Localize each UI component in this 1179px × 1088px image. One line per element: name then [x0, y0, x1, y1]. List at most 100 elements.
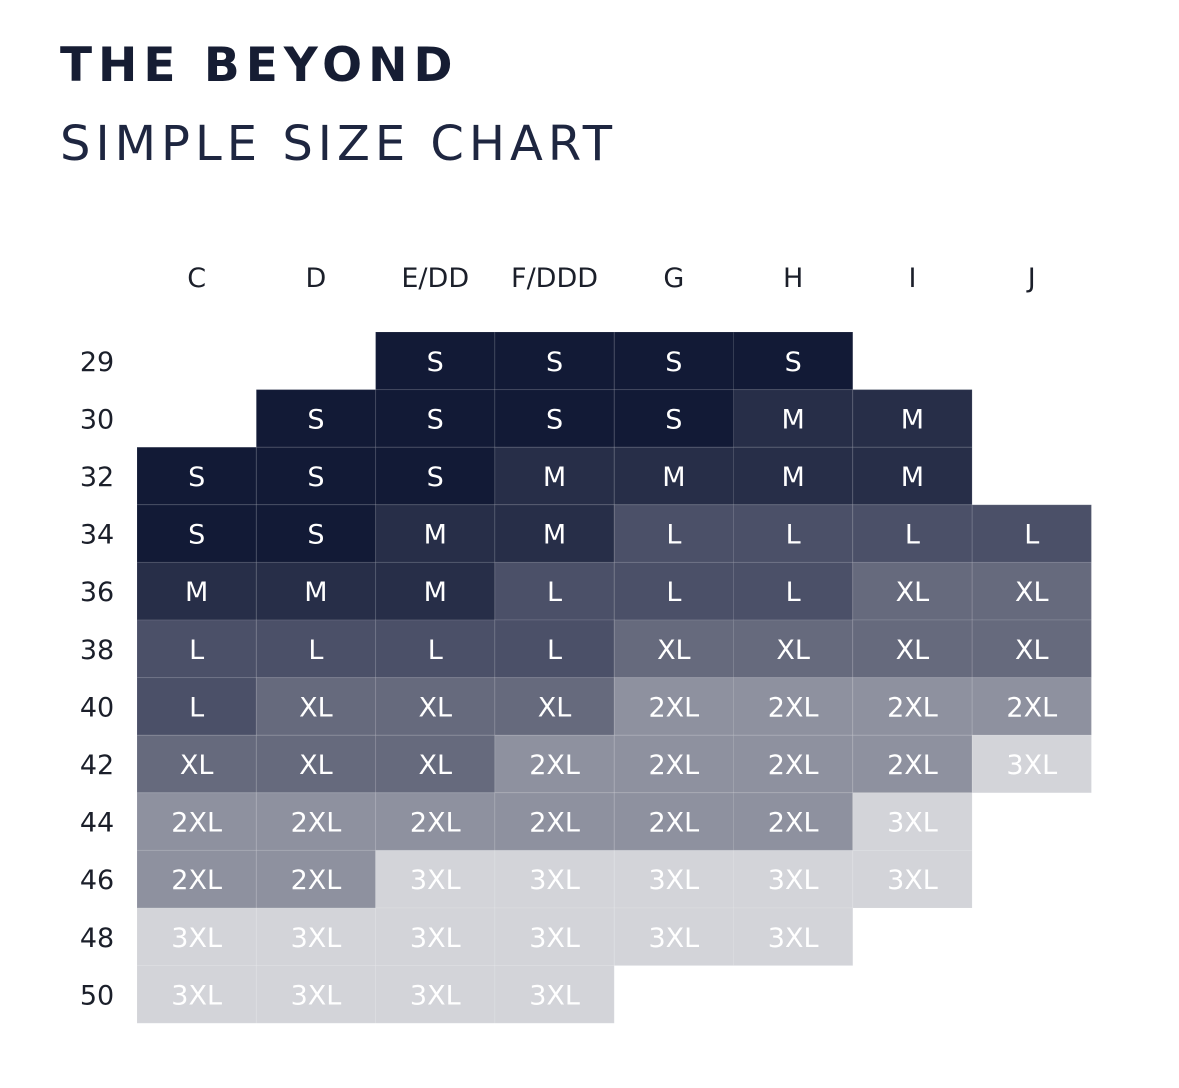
size-grid: S S S SS S S S M MS S S M M M MS S M M L L L LM M M L L L XL XLL L L L X… [136, 331, 1092, 1024]
size-cell-label: 2XL [171, 865, 222, 896]
size-cell-label: XL [299, 750, 333, 781]
size-cell-42-f-ddd [494, 734, 615, 794]
size-cell-32-f-ddd [494, 446, 615, 506]
size-cell-label: M [543, 520, 566, 551]
size-cell-label: S [188, 462, 205, 493]
size-cell-42-g [613, 734, 735, 794]
size-cell-label: 2XL [648, 808, 699, 839]
size-cell-42-h [733, 734, 854, 794]
size-cell-label: M [424, 577, 447, 608]
size-cell-label: S [188, 520, 205, 551]
row-label-48: 48 [80, 923, 114, 954]
size-cell-label: S [665, 347, 682, 378]
row-label-29: 29 [80, 347, 114, 378]
size-cell-36-c [136, 561, 257, 621]
size-cell-label: 2XL [887, 750, 938, 781]
size-cell-label: 3XL [410, 923, 461, 954]
size-cell-label: 2XL [1006, 692, 1057, 723]
size-cell-48-f-ddd [494, 907, 615, 967]
size-cell-32-c [136, 446, 257, 506]
size-cell-label: S [427, 462, 444, 493]
row-label-50: 50 [80, 980, 114, 1011]
size-cell-label: XL [1015, 635, 1049, 666]
size-cell-34-f-ddd [494, 504, 615, 563]
size-cell-50-e-dd [375, 965, 496, 1024]
size-cell-46-f-ddd [494, 849, 615, 909]
column-label-h: H [783, 263, 803, 294]
size-cell-label: 3XL [1006, 750, 1057, 781]
size-cell-label: M [901, 462, 924, 493]
size-cell-30-d [255, 389, 377, 448]
size-cell-38-j [971, 619, 1092, 679]
row-label-46: 46 [80, 865, 114, 896]
size-cell-label: L [308, 635, 323, 666]
size-cell-36-g [613, 561, 735, 621]
size-cell-40-h [733, 677, 854, 736]
size-cell-label: L [428, 635, 443, 666]
size-cell-30-f-ddd [494, 389, 615, 448]
size-cell-label: 3XL [768, 865, 819, 896]
size-cell-label: 3XL [529, 865, 580, 896]
size-cell-46-i [852, 849, 973, 909]
brand-title: THE BEYOND [60, 38, 459, 93]
size-cell-label: L [786, 577, 801, 608]
size-cell-label: XL [776, 635, 810, 666]
size-cell-44-e-dd [375, 792, 496, 851]
size-cell-34-h [733, 504, 854, 563]
size-cell-label: 2XL [410, 808, 461, 839]
column-label-d: D [306, 263, 327, 294]
size-cell-42-c [136, 734, 257, 794]
column-label-j: J [1026, 263, 1036, 294]
size-cell-label: 2XL [291, 865, 342, 896]
size-cell-36-d [255, 561, 377, 621]
size-cell-34-c [136, 504, 257, 563]
size-cell-label: L [547, 577, 562, 608]
size-cell-42-j [971, 734, 1092, 794]
size-cell-44-h [733, 792, 854, 851]
size-cell-label: XL [1015, 577, 1049, 608]
size-cell-label: XL [896, 635, 930, 666]
size-cell-label: 3XL [887, 808, 938, 839]
size-cell-32-d [255, 446, 377, 506]
size-cell-label: S [427, 404, 444, 435]
size-cell-label: S [665, 404, 682, 435]
size-cell-40-f-ddd [494, 677, 615, 736]
size-cell-label: 3XL [768, 923, 819, 954]
size-cell-label: 3XL [410, 980, 461, 1011]
size-cell-label: L [666, 577, 681, 608]
row-label-44: 44 [80, 808, 114, 839]
size-cell-label: M [543, 462, 566, 493]
row-label-30: 30 [80, 404, 114, 435]
size-cell-label: XL [418, 750, 452, 781]
size-cell-label: S [307, 462, 324, 493]
size-cell-label: L [905, 520, 920, 551]
size-cell-30-e-dd [375, 389, 496, 448]
size-cell-label: XL [896, 577, 930, 608]
size-cell-label: 3XL [887, 865, 938, 896]
size-cell-48-g [613, 907, 735, 967]
size-cell-46-h [733, 849, 854, 909]
size-cell-44-g [613, 792, 735, 851]
size-cell-40-j [971, 677, 1092, 736]
size-cell-30-g [613, 389, 735, 448]
size-cell-48-c [136, 907, 257, 967]
size-cell-34-j [971, 504, 1092, 563]
size-cell-label: 2XL [768, 750, 819, 781]
size-cell-48-h [733, 907, 854, 967]
size-cell-38-e-dd [375, 619, 496, 679]
size-cell-38-c [136, 619, 257, 679]
size-cell-label: 3XL [648, 923, 699, 954]
size-cell-38-f-ddd [494, 619, 615, 679]
size-cell-label: 3XL [410, 865, 461, 896]
size-cell-label: XL [418, 692, 452, 723]
size-cell-label: M [901, 404, 924, 435]
size-cell-44-d [255, 792, 377, 851]
size-cell-38-i [852, 619, 973, 679]
size-cell-40-g [613, 677, 735, 736]
size-cell-36-j [971, 561, 1092, 621]
size-cell-label: L [786, 520, 801, 551]
size-cell-50-d [255, 965, 377, 1024]
size-cell-label: 3XL [291, 980, 342, 1011]
size-cell-36-e-dd [375, 561, 496, 621]
